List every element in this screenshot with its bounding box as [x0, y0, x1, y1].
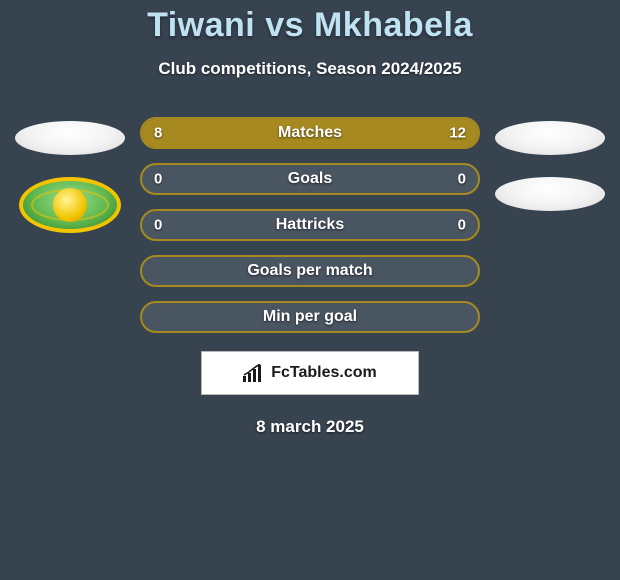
- stat-label: Goals per match: [247, 262, 372, 280]
- stat-value-right: 12: [449, 125, 466, 142]
- stat-label: Hattricks: [276, 216, 344, 234]
- club-badge-placeholder: [495, 121, 605, 155]
- club-badge-placeholder: [495, 177, 605, 211]
- stat-bar: Goals per match: [140, 255, 480, 287]
- club-crest: [19, 177, 121, 233]
- stat-bar: Min per goal: [140, 301, 480, 333]
- stat-value-right: 0: [458, 217, 466, 234]
- stat-value-left: 0: [154, 171, 162, 188]
- comparison-card: Tiwani vs Mkhabela Club competitions, Se…: [0, 0, 620, 437]
- brand-text: FcTables.com: [271, 364, 377, 382]
- stat-value-left: 8: [154, 125, 162, 142]
- stat-bars: 8 12 Matches 0 0 Goals 0 0 Hattricks Goals per ma…: [140, 117, 480, 333]
- stat-label: Goals: [288, 170, 332, 188]
- stat-value-left: 0: [154, 217, 162, 234]
- season-subtitle: Club competitions, Season 2024/2025: [0, 59, 620, 79]
- left-badges: [10, 117, 130, 233]
- stat-value-right: 0: [458, 171, 466, 188]
- stat-label: Min per goal: [263, 308, 357, 326]
- stat-label: Matches: [278, 124, 342, 142]
- stat-bar: 0 0 Hattricks: [140, 209, 480, 241]
- right-badges: [490, 117, 610, 211]
- page-title: Tiwani vs Mkhabela: [0, 6, 620, 45]
- bars-ascending-icon: [243, 364, 265, 382]
- footer-date: 8 march 2025: [0, 417, 620, 437]
- stat-bar: 0 0 Goals: [140, 163, 480, 195]
- brand-link[interactable]: FcTables.com: [201, 351, 419, 395]
- main-grid: 8 12 Matches 0 0 Goals 0 0 Hattricks Goals per ma…: [0, 117, 620, 333]
- stat-bar: 8 12 Matches: [140, 117, 480, 149]
- club-badge-placeholder: [15, 121, 125, 155]
